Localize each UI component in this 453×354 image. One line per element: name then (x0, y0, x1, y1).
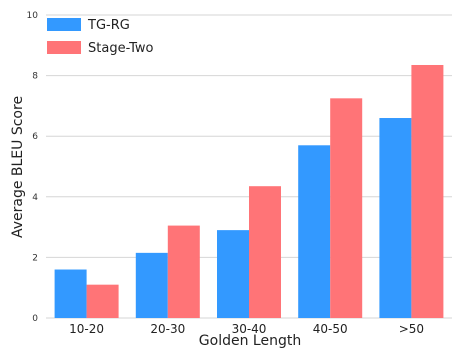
y-tick-label: 0 (32, 314, 38, 324)
legend-swatch (47, 41, 81, 54)
bar-tg-rg-0 (54, 269, 87, 318)
x-tick-label: 30-40 (232, 322, 267, 336)
y-tick-label: 2 (32, 253, 38, 263)
y-axis-title: Average BLEU Score (10, 96, 26, 238)
bar-tg-rg-3 (298, 145, 331, 318)
x-axis-title: Golden Length (199, 333, 301, 349)
legend: TG-RG Stage-Two (47, 18, 153, 56)
legend-label: TG-RG (87, 18, 130, 33)
legend-swatch (47, 18, 81, 31)
legend-label: Stage-Two (88, 41, 153, 56)
x-tick-label: 40-50 (313, 322, 348, 336)
bar-stage-two-4 (411, 64, 444, 319)
x-tick-label: 10-20 (69, 322, 104, 336)
bar-stage-two-0 (86, 284, 119, 318)
bar-tg-rg-1 (135, 252, 168, 318)
y-tick-label: 10 (27, 11, 39, 21)
bar-stage-two-2 (249, 186, 281, 318)
x-tick-labels: 10-20 20-30 30-40 40-50 >50 (69, 322, 424, 336)
y-tick-label: 4 (32, 193, 38, 203)
bar-stage-two-1 (167, 225, 200, 318)
y-tick-labels: 0 2 4 6 8 10 (27, 11, 39, 324)
bar-tg-rg-2 (217, 230, 249, 318)
bar-tg-rg-4 (379, 118, 412, 319)
y-tick-label: 8 (32, 72, 38, 82)
bar-layer (54, 64, 444, 319)
y-tick-label: 6 (32, 132, 38, 142)
x-tick-label: >50 (399, 322, 424, 336)
bar-stage-two-3 (330, 98, 363, 318)
x-tick-label: 20-30 (150, 322, 185, 336)
